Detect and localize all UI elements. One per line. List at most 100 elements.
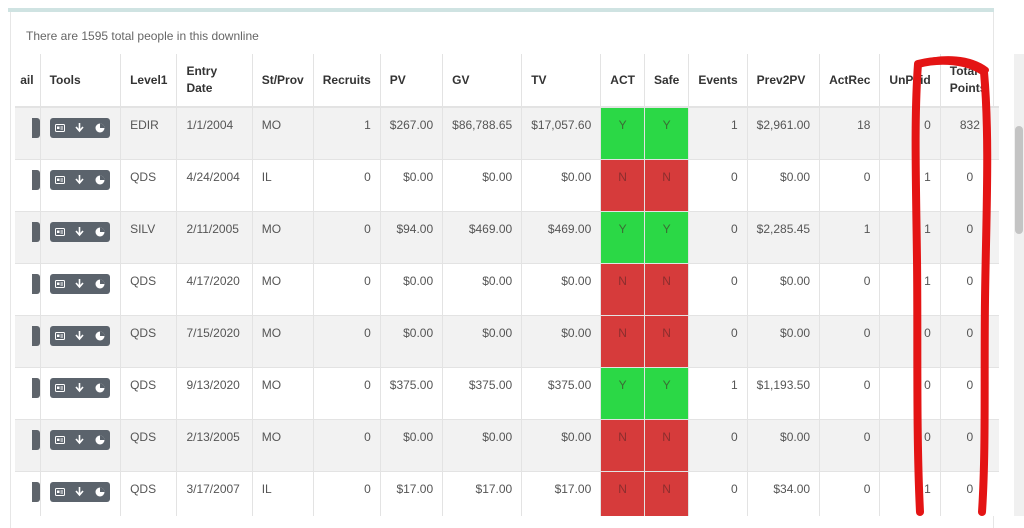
column-header-recruits[interactable]: Recruits — [312, 54, 381, 108]
column-header-safe[interactable]: Safe — [643, 54, 689, 108]
table-row[interactable]: QDS 4/24/2004 IL 0 $0.00 $0.00 $0.00 N N 0 $0.00 0 1… — [15, 158, 999, 211]
cell-gv: $0.00 — [442, 262, 522, 315]
cell-points: 0 — [939, 366, 999, 419]
column-header-tv[interactable]: TV — [521, 54, 601, 108]
column-header-act[interactable]: ACT — [600, 54, 645, 108]
column-header-tools[interactable]: Tools — [39, 54, 121, 108]
pie-chart-icon[interactable] — [90, 482, 110, 502]
cell-safe: N — [643, 158, 689, 211]
download-arrow-icon[interactable] — [70, 274, 90, 294]
id-card-icon[interactable] — [50, 118, 70, 138]
id-card-icon[interactable] — [50, 430, 70, 450]
column-header-level1[interactable]: Level1 — [120, 54, 177, 108]
tools-cell — [39, 262, 121, 315]
id-card-icon[interactable] — [50, 482, 70, 502]
email-cell — [15, 210, 41, 263]
tools-button-group — [49, 481, 110, 502]
pie-chart-icon[interactable] — [90, 430, 110, 450]
id-card-icon[interactable] — [50, 274, 70, 294]
tools-button-group — [49, 273, 110, 294]
cell-pv: $0.00 — [379, 262, 443, 315]
email-button[interactable] — [31, 481, 40, 502]
column-header-prev2pv[interactable]: Prev2PV — [746, 54, 820, 108]
download-arrow-icon[interactable] — [70, 118, 90, 138]
cell-act: N — [600, 470, 645, 516]
id-card-icon[interactable] — [50, 378, 70, 398]
table-row[interactable]: QDS 4/17/2020 MO 0 $0.00 $0.00 $0.00 N N 0 $0.00 0 1… — [15, 262, 999, 315]
cell-gv: $0.00 — [442, 158, 522, 211]
table-row[interactable]: EDIR 1/1/2004 MO 1 $267.00 $86,788.65 $17,057.… — [15, 106, 999, 159]
column-header-email[interactable]: ail — [15, 54, 41, 108]
email-button[interactable] — [31, 273, 40, 294]
download-arrow-icon[interactable] — [70, 326, 90, 346]
tools-button-group — [49, 325, 110, 346]
column-header-gv[interactable]: GV — [442, 54, 522, 108]
cell-safe: Y — [643, 366, 689, 419]
cell-level1: QDS — [120, 470, 177, 516]
download-arrow-icon[interactable] — [70, 482, 90, 502]
email-cell — [15, 314, 41, 367]
scrollbar-thumb[interactable] — [1015, 126, 1023, 234]
id-card-icon[interactable] — [50, 326, 70, 346]
cell-unpaid: 1 — [879, 158, 941, 211]
email-button[interactable] — [31, 325, 40, 346]
cell-prev2pv: $0.00 — [746, 418, 820, 471]
cell-gv: $375.00 — [442, 366, 522, 419]
pie-chart-icon[interactable] — [90, 170, 110, 190]
email-button[interactable] — [31, 221, 40, 242]
cell-safe: N — [643, 418, 689, 471]
cell-st: MO — [251, 418, 314, 471]
download-arrow-icon[interactable] — [70, 222, 90, 242]
column-header-events[interactable]: Events — [688, 54, 748, 108]
email-button[interactable] — [31, 118, 40, 138]
pie-chart-icon[interactable] — [90, 274, 110, 294]
table-row[interactable]: QDS 2/13/2005 MO 0 $0.00 $0.00 $0.00 N N 0 $0.00 0 0… — [15, 418, 999, 471]
id-card-icon[interactable] — [50, 170, 70, 190]
cell-entry: 4/24/2004 — [176, 158, 253, 211]
pie-chart-icon[interactable] — [90, 378, 110, 398]
cell-recruits: 1 — [312, 106, 381, 159]
vertical-scrollbar[interactable] — [1014, 54, 1024, 516]
download-arrow-icon[interactable] — [70, 170, 90, 190]
cell-safe: Y — [643, 106, 689, 159]
cell-recruits: 0 — [312, 314, 381, 367]
download-arrow-icon[interactable] — [70, 430, 90, 450]
pie-chart-icon[interactable] — [90, 326, 110, 346]
email-button[interactable] — [31, 429, 40, 450]
column-header-points[interactable]: Total Points — [939, 54, 999, 108]
cell-unpaid: 1 — [879, 210, 941, 263]
cell-actrec: 0 — [819, 262, 880, 315]
column-header-pv[interactable]: PV — [379, 54, 443, 108]
table-row[interactable]: QDS 7/15/2020 MO 0 $0.00 $0.00 $0.00 N N 0 $0.00 0 0… — [15, 314, 999, 367]
pie-chart-icon[interactable] — [90, 118, 110, 138]
cell-unpaid: 0 — [879, 106, 941, 159]
cell-prev2pv: $2,285.45 — [746, 210, 820, 263]
cell-entry: 9/13/2020 — [176, 366, 253, 419]
email-button[interactable] — [31, 377, 40, 398]
cell-safe: N — [643, 470, 689, 516]
column-header-actrec[interactable]: ActRec — [819, 54, 880, 108]
email-button[interactable] — [31, 169, 40, 190]
table-row[interactable]: SILV 2/11/2005 MO 0 $94.00 $469.00 $469.00 Y Y 0 $… — [15, 210, 999, 263]
cell-entry: 2/11/2005 — [176, 210, 253, 263]
cell-safe: Y — [643, 210, 689, 263]
table-row[interactable]: QDS 3/17/2007 IL 0 $17.00 $17.00 $17.00 N N 0 $34.… — [15, 470, 999, 516]
table-body: EDIR 1/1/2004 MO 1 $267.00 $86,788.65 $17,057.… — [15, 106, 999, 516]
column-header-entry[interactable]: Entry Date — [176, 54, 253, 108]
cell-recruits: 0 — [312, 210, 381, 263]
cell-events: 0 — [688, 418, 748, 471]
cell-act: Y — [600, 210, 645, 263]
top-accent-bar — [8, 8, 994, 12]
download-arrow-icon[interactable] — [70, 378, 90, 398]
cell-gv: $17.00 — [442, 470, 522, 516]
cell-events: 0 — [688, 470, 748, 516]
tools-button-group — [49, 169, 110, 190]
email-cell — [15, 106, 41, 159]
cell-points: 0 — [939, 262, 999, 315]
pie-chart-icon[interactable] — [90, 222, 110, 242]
id-card-icon[interactable] — [50, 222, 70, 242]
column-header-unpaid[interactable]: UnPaid — [879, 54, 941, 108]
column-header-st[interactable]: St/Prov — [251, 54, 314, 108]
cell-st: MO — [251, 106, 314, 159]
table-row[interactable]: QDS 9/13/2020 MO 0 $375.00 $375.00 $375.00 Y Y 1 $… — [15, 366, 999, 419]
